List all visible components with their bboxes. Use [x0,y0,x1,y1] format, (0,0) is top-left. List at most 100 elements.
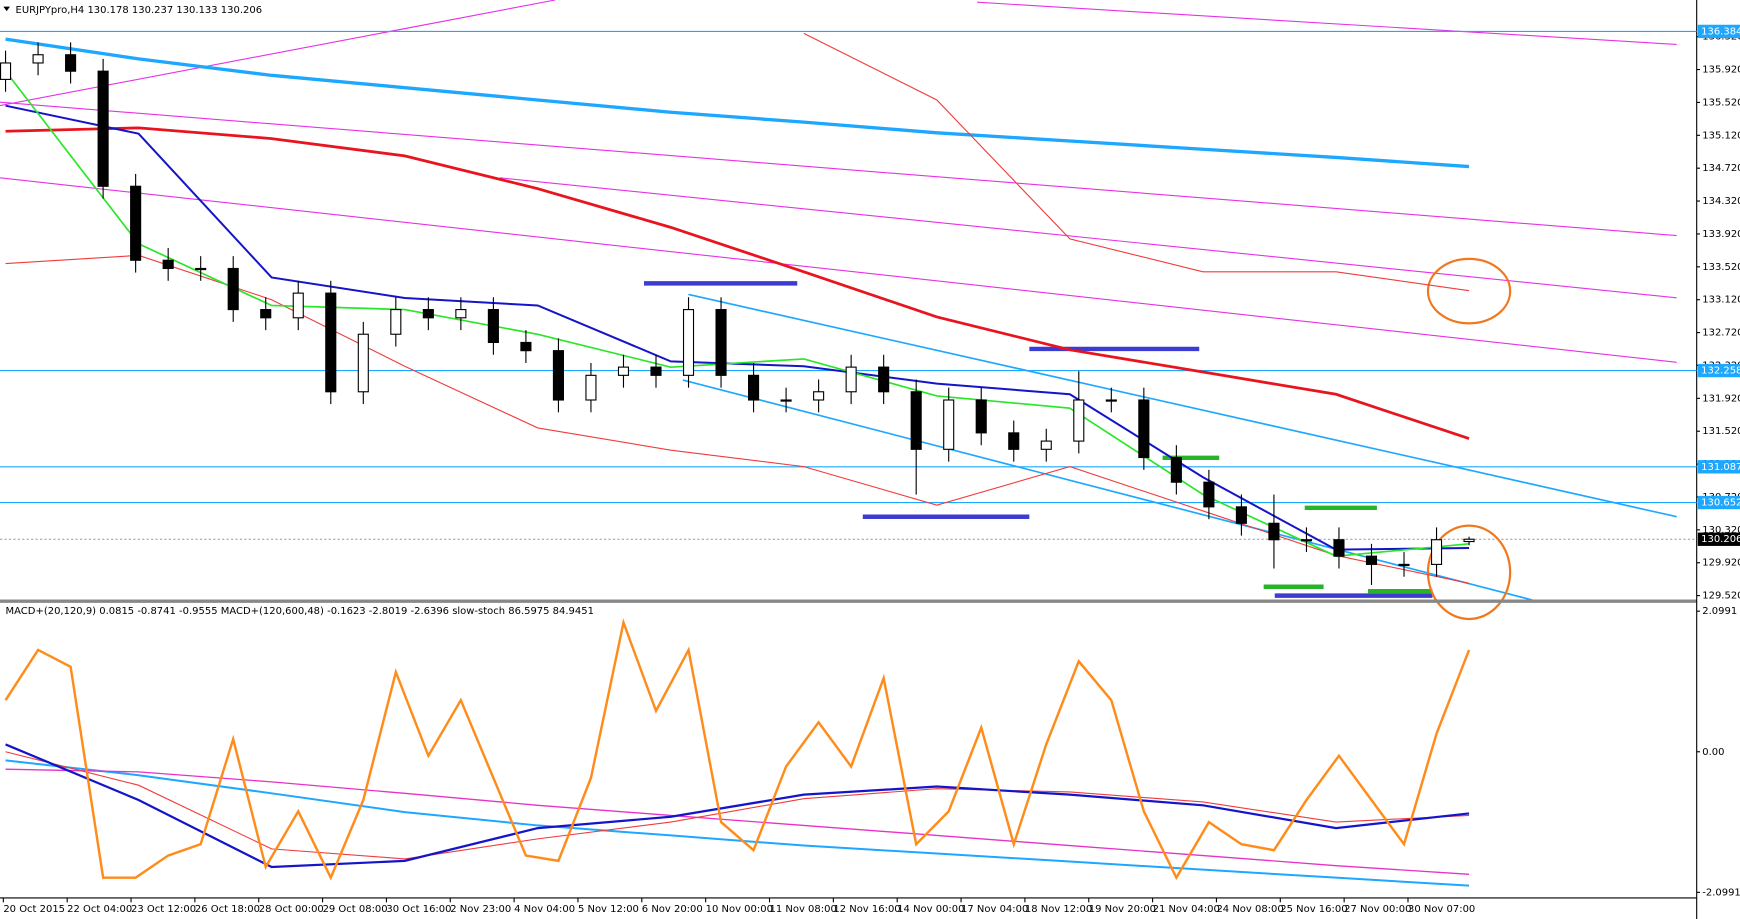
price-level-box [1697,495,1740,510]
indicator-line [5,751,1470,860]
candle-body [520,341,532,352]
candle-body [1430,539,1443,565]
x-tick-label: 6 Nov 20:00 [642,904,703,915]
trend-line [0,177,1677,363]
x-tick-label: 12 Nov 16:00 [833,904,900,915]
y-tick-label: 135.120 [1702,130,1740,141]
x-tick-label: 17 Nov 04:00 [961,904,1028,915]
x-tick-label: 4 Nov 04:00 [514,904,575,915]
y-tick-label: 2.0991 [1702,606,1737,617]
price-level-label: 131.087 [1701,462,1740,473]
price-level-label: 136.384 [1701,26,1740,37]
x-tick-label: 27 Nov 00:00 [1344,904,1411,915]
x-tick-label: 29 Oct 08:00 [323,904,388,915]
candle-body [487,309,499,344]
candle-body [390,309,402,335]
price-level-box [1697,24,1740,39]
candle-body [975,399,987,434]
candle-body [650,366,662,376]
channel-line [682,379,1533,601]
chart-title: EURJPYpro,H4 130.178 130.237 130.133 130… [16,5,263,16]
candle-body [32,54,44,64]
candle-body [943,399,955,450]
candle-body [130,185,142,261]
trend-line [0,0,556,107]
price-level-box [1697,460,1740,474]
candle-body [1170,456,1182,483]
candle-body [1398,563,1410,567]
candle-body [1300,539,1313,542]
highlight-circle [1426,257,1512,325]
candle-body [617,366,630,376]
y-tick-label: 135.920 [1702,65,1740,76]
candle-body [455,309,467,319]
price-level-box [1697,363,1740,378]
x-tick-label: 22 Oct 04:00 [67,904,132,915]
candle-body [585,374,597,401]
candle-body [780,399,792,402]
candle-body [1073,399,1085,442]
x-tick-label: 24 Nov 08:00 [1216,904,1283,915]
trend-line [977,1,1677,46]
price-level-label: 130.652 [1701,498,1740,509]
x-tick-label: 30 Oct 16:00 [386,904,451,915]
indicator-line [803,32,1470,292]
candle-body [1138,399,1150,459]
candle-body [878,366,890,393]
candle-body [0,62,12,80]
candle-body [1333,539,1345,557]
trend-line [0,101,1677,237]
candle-body [325,292,337,393]
title-arrow [3,6,10,12]
x-tick-label: 20 Oct 2015 [3,904,65,915]
y-tick-label: 132.720 [1702,328,1740,339]
highlight-circle [1426,524,1512,621]
candle-body [292,292,304,319]
indicator-line [5,126,1470,440]
drawing-objects [0,0,1677,621]
indicator-line [5,759,1470,887]
y-tick-label: 134.720 [1702,163,1740,174]
x-tick-label: 19 Nov 20:00 [1089,904,1156,915]
indicator-line [4,70,1470,558]
candle-body [1463,538,1475,543]
indicator-line [5,768,1470,875]
y-tick-label: 134.320 [1702,196,1740,207]
candle-body [552,350,564,401]
indicator-line [5,37,1470,169]
candle-body [682,309,695,376]
candle-body [357,333,369,393]
candle-body [1268,522,1280,541]
y-tick-label: 135.520 [1702,97,1740,108]
indicator-line [5,743,1470,869]
y-tick-label: 133.520 [1702,262,1740,273]
indicator-line [5,254,1470,584]
price-level-box [1697,532,1740,546]
candle-body [845,366,857,393]
y-tick-label: 131.920 [1702,393,1740,404]
price-level-label: 132.258 [1701,366,1740,377]
candle-body [748,374,760,401]
x-tick-label: 11 Nov 08:00 [770,904,837,915]
x-tick-label: 14 Nov 00:00 [897,904,964,915]
x-tick-label: 21 Nov 04:00 [1153,904,1220,915]
candle-body [1008,432,1020,450]
x-tick-label: 25 Nov 16:00 [1280,904,1347,915]
y-tick-label: 130.320 [1702,525,1740,536]
x-tick-label: 18 Nov 12:00 [1025,904,1092,915]
candle-body [1235,506,1247,524]
candle-body [1105,399,1117,402]
candle-body [162,259,174,270]
trend-line [499,177,1677,299]
indicator-title: MACD+(20,120,9) 0.0815 -0.8741 -0.9555 M… [6,606,594,617]
candle-body [1365,555,1378,565]
indicator-line [4,618,1471,881]
x-tick-label: 5 Nov 12:00 [578,904,639,915]
candle-body [813,391,825,401]
y-tick-label: -2.0991 [1702,887,1740,898]
y-tick-label: 129.520 [1702,591,1740,602]
candle-body [65,54,77,72]
candle-body [260,309,272,319]
